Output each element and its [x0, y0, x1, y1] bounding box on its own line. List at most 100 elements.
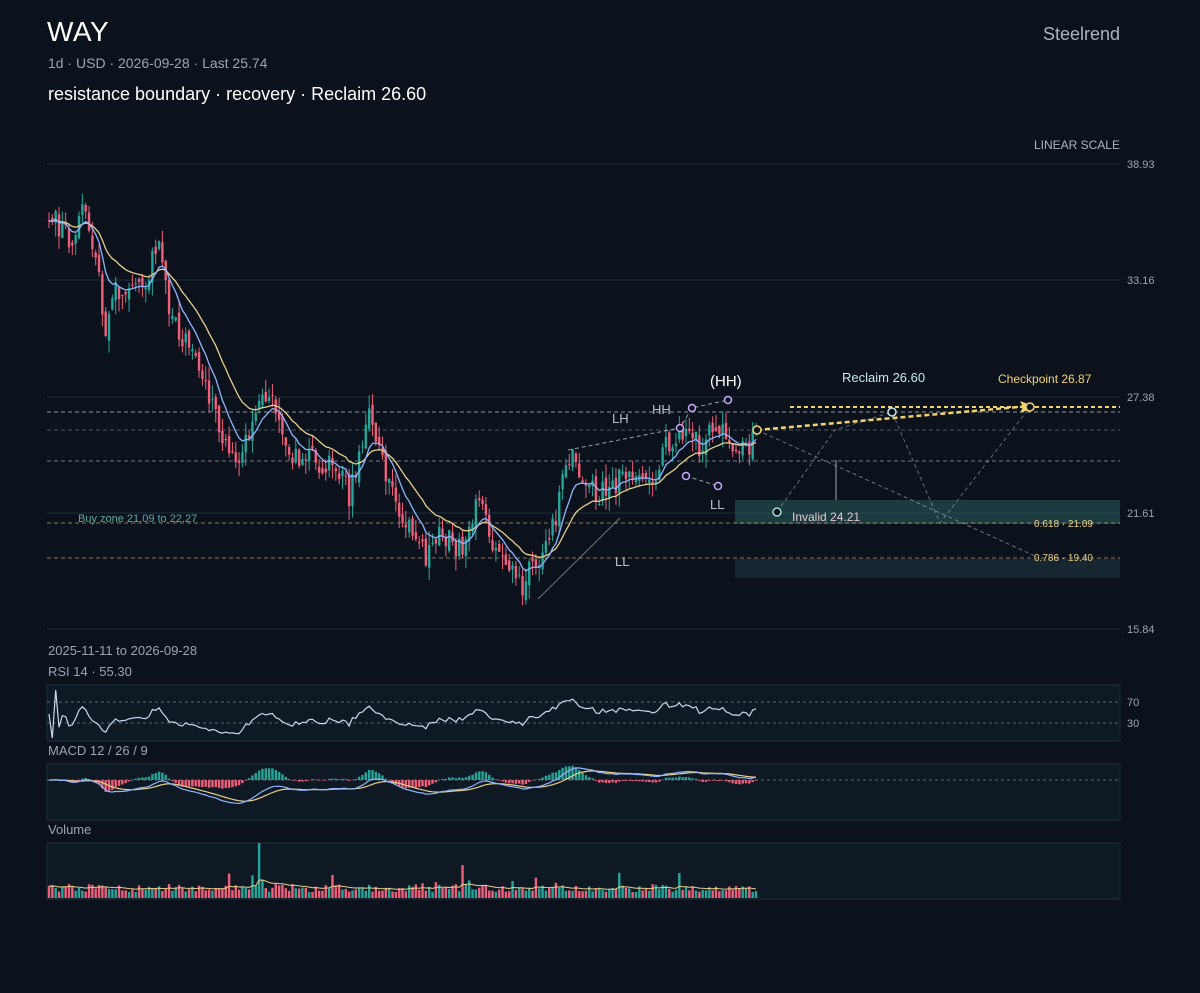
candle-body — [107, 313, 111, 341]
volume-bar — [521, 888, 524, 898]
scale-toggle[interactable]: LINEAR SCALE — [1033, 138, 1120, 152]
macd-hist-bar — [588, 777, 591, 780]
macd-hist-bar — [207, 780, 211, 788]
macd-hist-bar — [734, 780, 738, 784]
macd-hist-bar — [698, 780, 701, 781]
macd-hist-bar — [664, 777, 668, 780]
candle-body — [481, 499, 484, 505]
macd-hist-bar — [124, 780, 127, 784]
volume-bar — [361, 887, 364, 898]
candle-body — [111, 298, 114, 310]
volume-bar — [164, 888, 167, 898]
volume-bar — [287, 890, 291, 898]
volume-bar — [94, 888, 97, 898]
candle-body — [401, 514, 404, 523]
volume-bar — [127, 891, 131, 898]
candle-body — [581, 480, 584, 483]
macd-hist-bar — [514, 780, 518, 784]
volume-bar — [97, 885, 101, 898]
volume-bar — [608, 888, 611, 898]
macd-hist-bar — [471, 774, 474, 780]
volume-bar — [351, 890, 354, 898]
volume-bar — [414, 884, 418, 898]
candle-body — [608, 487, 611, 499]
candle-body — [114, 282, 117, 301]
macd-hist-bar — [618, 780, 621, 782]
volume-bar — [131, 889, 134, 898]
label-fib-618: 0.618 · 21.09 — [1034, 519, 1093, 530]
volume-bar — [508, 891, 511, 898]
volume-bar — [731, 889, 734, 898]
volume-bar — [401, 888, 404, 898]
volume-bars — [47, 843, 758, 898]
macd-hist-bar — [407, 780, 411, 788]
y-tick-label: 38.93 — [1127, 159, 1155, 171]
volume-bar — [227, 873, 231, 898]
ma-fast-line — [48, 218, 757, 572]
candle-body — [321, 468, 324, 474]
candle-body — [81, 204, 84, 216]
macd-hist-bar — [628, 780, 631, 781]
volume-bar — [641, 890, 644, 898]
candle-body — [94, 252, 97, 258]
candle-body — [414, 532, 418, 540]
volume-label: Volume — [48, 822, 92, 837]
volume-bar — [514, 890, 518, 898]
macd-hist-bar — [181, 780, 184, 787]
candle-body — [67, 228, 71, 248]
macd-hist-bar — [304, 780, 307, 782]
macd-hist-bar — [194, 780, 197, 787]
volume-bar — [561, 885, 564, 898]
macd-hist-bar — [544, 775, 548, 780]
volume-bar — [234, 885, 237, 898]
macd-hist-bar — [578, 770, 581, 780]
macd-hist-bar — [674, 777, 678, 780]
macd-hist-bar — [314, 779, 317, 780]
brand-name: Steelrend — [1042, 24, 1120, 44]
volume-bar — [197, 885, 201, 898]
macd-hist-bar — [277, 771, 281, 780]
volume-bar — [544, 890, 548, 898]
volume-bar — [427, 886, 431, 898]
macd-hist-bar — [341, 778, 344, 780]
macd-hist-bar — [501, 780, 504, 782]
macd-hist-bar — [291, 780, 294, 781]
volume-bar — [71, 885, 74, 898]
volume-bar — [564, 890, 568, 898]
macd-hist-bar — [274, 770, 277, 780]
volume-bar — [581, 891, 584, 898]
candle-body — [131, 284, 134, 286]
volume-bar — [354, 889, 358, 898]
candle-body — [504, 554, 508, 565]
candle-body — [157, 241, 161, 249]
macd-hist-bar — [287, 778, 291, 780]
candle-body — [167, 279, 171, 315]
candles-layer — [47, 193, 758, 606]
macd-hist-bar — [77, 780, 81, 781]
macd-hist-bar — [581, 772, 584, 780]
candle-body — [71, 242, 74, 246]
volume-bar — [147, 886, 151, 898]
candle-body — [471, 523, 474, 532]
volume-bar — [694, 890, 698, 898]
candle-body — [314, 450, 317, 463]
macd-hist-bar — [364, 772, 368, 780]
candle-body — [491, 540, 494, 551]
volume-bar — [548, 887, 551, 898]
volume-bar — [554, 882, 558, 898]
volume-bar — [321, 890, 324, 898]
volume-bar — [674, 889, 678, 898]
volume-bar — [644, 888, 648, 898]
macd-hist-bar — [187, 780, 191, 787]
candle-body — [104, 311, 107, 336]
volume-bar — [404, 891, 408, 898]
volume-bar — [344, 888, 348, 898]
macd-hist-bar — [154, 773, 157, 780]
volume-bar — [67, 884, 71, 898]
candle-body — [221, 430, 224, 444]
macd-hist-bar — [147, 776, 151, 780]
macd-hist-bar — [417, 780, 421, 788]
candle-body — [224, 438, 227, 441]
volume-bar — [391, 891, 394, 898]
